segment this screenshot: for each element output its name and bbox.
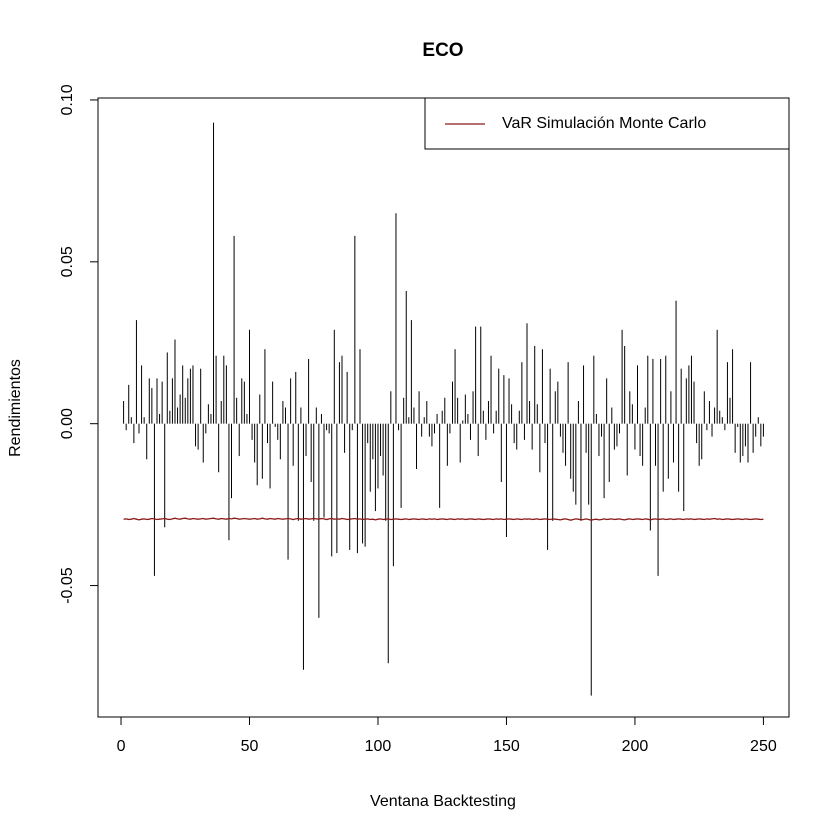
x-tick-label: 150 bbox=[493, 738, 520, 755]
x-tick-label: 0 bbox=[117, 738, 126, 755]
y-tick-label: 0.05 bbox=[59, 246, 76, 277]
x-tick-label: 250 bbox=[750, 738, 777, 755]
y-tick-label: -0.05 bbox=[59, 567, 76, 604]
y-tick-label: 0.00 bbox=[59, 408, 76, 439]
legend-label: VaR Simulación Monte Carlo bbox=[502, 115, 706, 132]
legend-box bbox=[424, 97, 790, 150]
chart-title: ECO bbox=[422, 40, 463, 61]
x-tick-label: 200 bbox=[622, 738, 649, 755]
var-line bbox=[123, 517, 764, 521]
x-axis-label: Ventana Backtesting bbox=[370, 793, 516, 810]
x-tick-label: 100 bbox=[365, 738, 392, 755]
x-tick-label: 50 bbox=[241, 738, 259, 755]
y-tick-label: 0.10 bbox=[59, 84, 76, 115]
y-axis-label: Rendimientos bbox=[7, 359, 24, 457]
